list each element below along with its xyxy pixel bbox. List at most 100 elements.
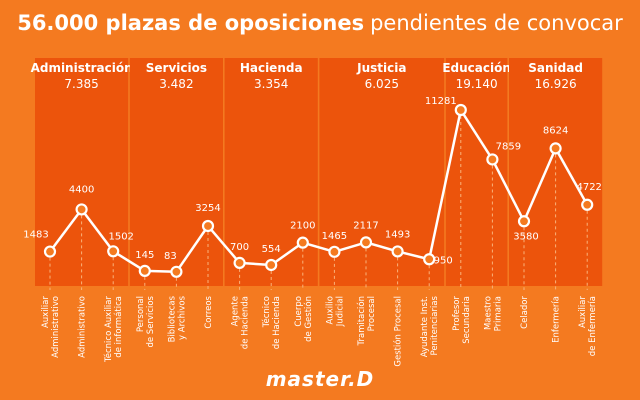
category-label: Técnicode Hacienda <box>261 296 282 349</box>
line-segment <box>48 208 83 253</box>
line-segment <box>175 225 210 273</box>
value-label: 1493 <box>385 229 410 240</box>
category-label: Gestión Procesal <box>393 296 404 367</box>
category-label: Celador <box>520 295 530 328</box>
value-label: 4722 <box>576 182 601 193</box>
category-label-line: Técnico <box>261 296 272 328</box>
category-label-line: Profesor <box>452 296 462 331</box>
point <box>201 219 215 233</box>
category-label-line: de informática <box>114 296 124 358</box>
value-label: 1465 <box>322 231 347 242</box>
category-label-line: Auxiliar <box>41 296 51 329</box>
group-total: 16.926 <box>535 77 577 91</box>
point <box>233 256 246 269</box>
value-label: 4400 <box>69 184 94 195</box>
value-label: 950 <box>434 255 453 266</box>
title-rest: pendientes de convocar <box>370 11 623 35</box>
line-segment <box>459 109 494 161</box>
category-label: AuxiliarAdministrativo <box>41 296 61 358</box>
category-label-line: de Hacienda <box>241 296 251 349</box>
category-label-line: de Enfermería <box>588 296 598 356</box>
value-label: 2117 <box>353 220 378 231</box>
value-label: 700 <box>230 242 249 253</box>
category-label-line: de Gestión <box>303 296 314 342</box>
category-label-line: Judicial <box>335 296 345 327</box>
point <box>265 258 278 272</box>
value-label: 7859 <box>496 141 521 152</box>
point <box>107 245 120 258</box>
chart-title: 56.000 plazas de oposiciones pendientes d… <box>17 11 623 35</box>
point <box>138 264 151 278</box>
category-label-line: Correos <box>204 295 214 328</box>
value-label: 8624 <box>543 125 568 136</box>
point <box>486 153 499 166</box>
category-label: Personalde Servicios <box>136 295 156 347</box>
group-name: Administración <box>31 61 133 75</box>
category-label-line: Maestro <box>483 296 493 330</box>
category-label: Agentede Hacienda <box>231 296 251 349</box>
category-label-line: Técnico Auxiliar <box>103 295 114 363</box>
category-label: Ayudante Inst.Penitenciarias <box>420 295 440 357</box>
category-label-line: Tramitación <box>356 296 367 346</box>
value-label: 2100 <box>290 221 315 232</box>
point <box>75 203 88 216</box>
category-label-line: Auxilio <box>325 296 335 325</box>
line-segment <box>522 147 557 222</box>
point <box>170 265 183 278</box>
group-name: Hacienda <box>240 61 303 75</box>
category-label: MaestroPrimaria <box>483 296 503 331</box>
group-band <box>509 58 603 286</box>
value-label: 1502 <box>108 231 133 242</box>
category-label-line: Penitenciarias <box>430 295 440 355</box>
category-label: AuxilioJudicial <box>325 296 345 327</box>
category-label-line: Auxiliar <box>578 296 588 329</box>
title-bold: 56.000 plazas de oposiciones <box>17 11 364 35</box>
value-label: 554 <box>262 244 281 255</box>
line-segment <box>491 158 526 222</box>
category-label-line: Procesal <box>367 296 377 331</box>
category-label: ProfesorSecundaria <box>452 296 472 344</box>
category-label-line: Enfermería <box>552 296 562 343</box>
line-segment <box>427 109 463 260</box>
point <box>328 245 341 258</box>
line-segment <box>207 225 241 264</box>
group-total: 6.025 <box>365 77 399 91</box>
category-label-line: Agente <box>231 296 241 326</box>
value-label: 145 <box>135 250 154 261</box>
value-label: 83 <box>164 251 177 262</box>
point <box>454 103 467 117</box>
point <box>581 198 594 211</box>
line-segment <box>112 250 146 272</box>
category-label: Bibliotecasy Archivos <box>167 295 187 342</box>
category-label-line: Personal <box>136 296 146 332</box>
category-label-line: Celador <box>520 295 530 328</box>
group-name: Justicia <box>356 61 406 75</box>
group-name: Servicios <box>146 61 207 75</box>
category-label-line: Primaria <box>493 296 503 331</box>
category-label-line: Ayudante Inst. <box>420 296 430 357</box>
value-label: 3254 <box>195 203 220 214</box>
category-label-line: de Hacienda <box>272 296 282 349</box>
line-segment <box>80 208 115 253</box>
group-name: Sanidad <box>528 61 583 75</box>
category-label-line: y Archivos <box>177 295 187 340</box>
group-band <box>445 58 508 286</box>
category-label: Auxiliarde Enfermería <box>578 296 598 357</box>
category-label-line: Gestión Procesal <box>393 296 404 367</box>
category-label: Administrativo <box>78 296 88 358</box>
point <box>517 215 531 228</box>
category-label: Cuerpode Gestión <box>294 296 314 342</box>
group-total: 19.140 <box>456 77 498 91</box>
value-label: 3580 <box>513 231 538 242</box>
group-band <box>129 58 223 286</box>
group-name: Educación <box>442 61 511 75</box>
category-label: TramitaciónProcesal <box>356 296 377 346</box>
group-total: 3.354 <box>254 77 288 91</box>
category-label-line: Secundaria <box>462 296 472 344</box>
point <box>296 236 309 249</box>
category-label-line: Administrativo <box>51 296 61 358</box>
point <box>43 245 57 258</box>
point <box>391 245 404 258</box>
category-label: Enfermería <box>552 296 562 343</box>
